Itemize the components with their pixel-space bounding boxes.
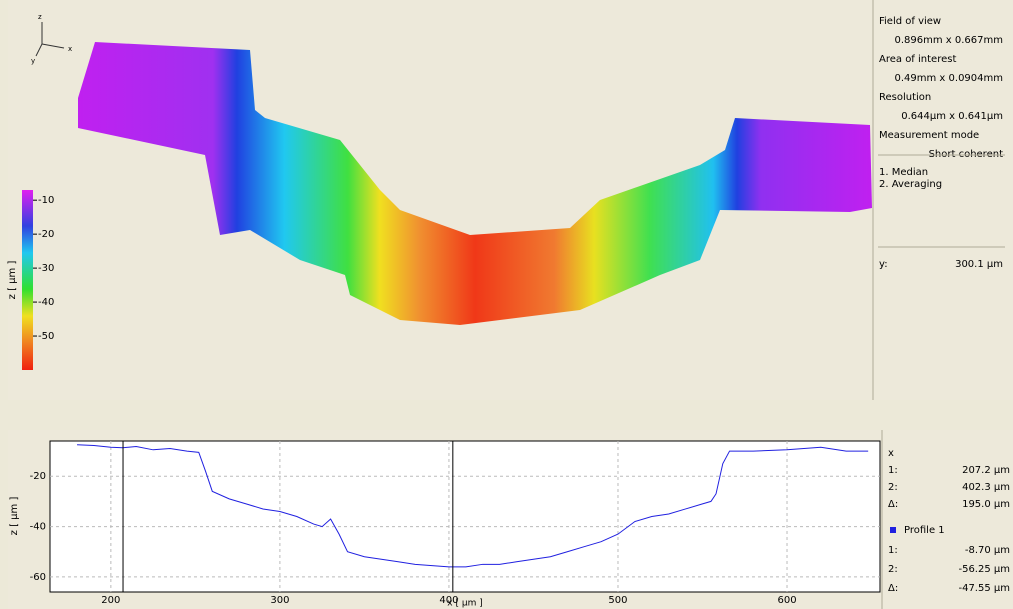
colorbar-tick-label: -30 xyxy=(38,263,54,274)
readout-value: -56.25 µm xyxy=(958,564,1010,575)
readout-value: -8.70 µm xyxy=(965,545,1010,556)
readout-header: x xyxy=(888,448,894,459)
readout-key: 1: xyxy=(888,465,898,476)
y-label: y: xyxy=(879,259,888,270)
info-value: 0.896mm x 0.667mm xyxy=(895,35,1004,46)
triad-y: y xyxy=(31,57,35,65)
readout-value: -47.55 µm xyxy=(958,583,1010,594)
triad-x: x xyxy=(68,45,72,53)
colorbar-tick-label: -10 xyxy=(38,195,54,206)
info-heading: Measurement mode xyxy=(879,130,979,141)
readout-key: 2: xyxy=(888,564,898,575)
triad-z: z xyxy=(38,13,42,21)
readout-key: Δ: xyxy=(888,499,898,510)
legend-entry: Profile 1 xyxy=(904,525,945,536)
x-tick-label: 300 xyxy=(270,595,289,606)
x-tick-label: 200 xyxy=(101,595,120,606)
y-tick-label: -20 xyxy=(30,471,46,482)
y-axis-label: z [ µm ] xyxy=(9,497,20,536)
info-heading: Field of view xyxy=(879,16,941,27)
colorbar-label: z [ µm ] xyxy=(7,261,18,300)
colorbar-tick-label: -50 xyxy=(38,331,54,342)
info-heading: Area of interest xyxy=(879,54,956,65)
legend-swatch xyxy=(890,527,896,533)
y-tick-label: -40 xyxy=(30,522,46,533)
y-tick-label: -60 xyxy=(30,572,46,583)
readout-value: 207.2 µm xyxy=(962,465,1010,476)
readout-key: 1: xyxy=(888,545,898,556)
readout-key: 2: xyxy=(888,482,898,493)
y-value: 300.1 µm xyxy=(955,259,1003,270)
app-window: z x y z [ µm ] Field of view 0.896mm x 0.… xyxy=(0,0,1013,609)
colorbar-tick-label: -20 xyxy=(38,229,54,240)
colorbar-tick-label: -40 xyxy=(38,297,54,308)
info-value: 0.644µm x 0.641µm xyxy=(901,111,1003,122)
x-tick-label: 500 xyxy=(608,595,627,606)
info-value: 0.49mm x 0.0904mm xyxy=(895,73,1004,84)
readout-key: Δ: xyxy=(888,583,898,594)
x-tick-label: 600 xyxy=(777,595,796,606)
filter-item: 2. Averaging xyxy=(879,179,942,190)
info-heading: Resolution xyxy=(879,92,931,103)
filter-item: 1. Median xyxy=(879,167,928,178)
readout-value: 195.0 µm xyxy=(962,499,1010,510)
plot-area xyxy=(50,441,880,592)
x-tick-label: 400 xyxy=(439,595,458,606)
colorbar xyxy=(22,190,33,370)
readout-value: 402.3 µm xyxy=(962,482,1010,493)
